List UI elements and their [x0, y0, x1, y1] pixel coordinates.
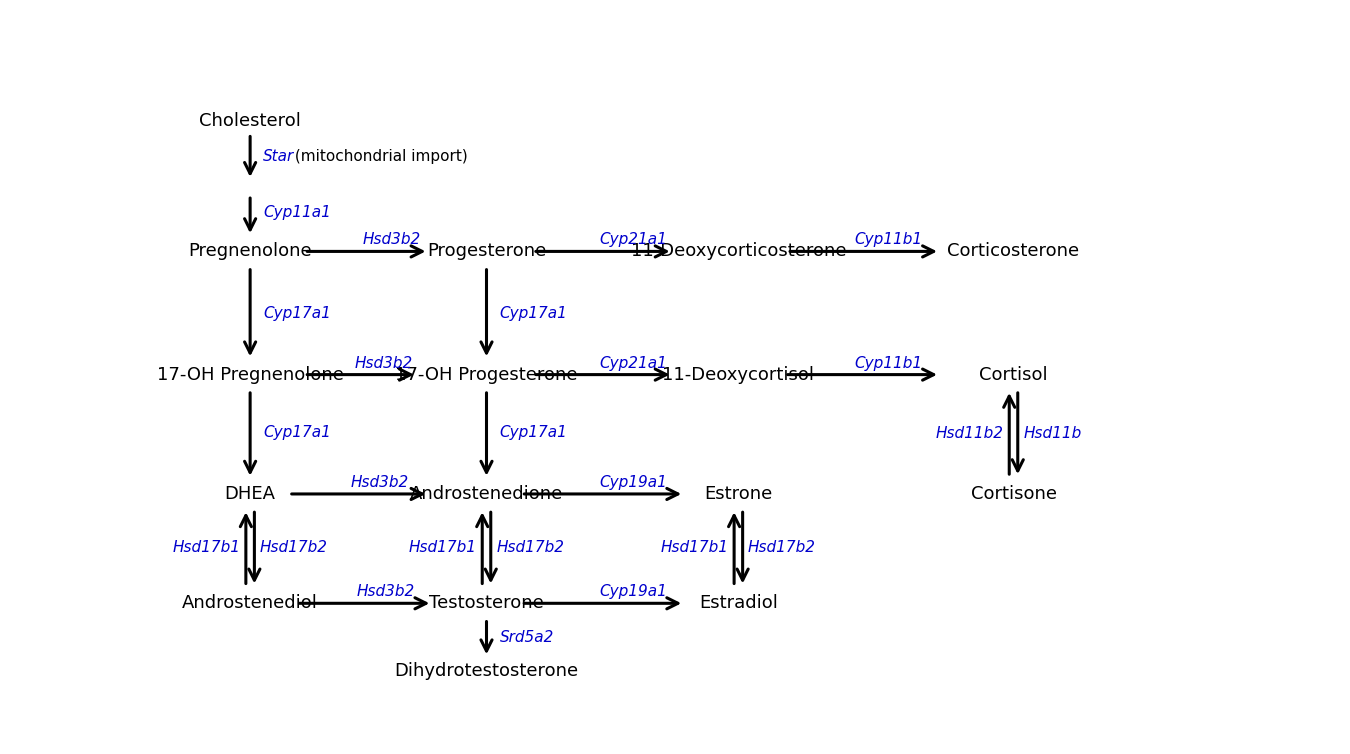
- Text: DHEA: DHEA: [224, 485, 275, 503]
- Text: Cyp17a1: Cyp17a1: [263, 425, 331, 440]
- Text: Srd5a2: Srd5a2: [500, 630, 554, 645]
- Text: Cyp11b1: Cyp11b1: [855, 232, 923, 247]
- Text: Hsd17b1: Hsd17b1: [173, 541, 240, 556]
- Text: Hsd17b1: Hsd17b1: [660, 541, 729, 556]
- Text: Cholesterol: Cholesterol: [200, 112, 301, 130]
- Text: Hsd3b2: Hsd3b2: [363, 232, 421, 247]
- Text: Cortisone: Cortisone: [971, 485, 1057, 503]
- Text: Hsd3b2: Hsd3b2: [356, 584, 414, 599]
- Text: Cyp11b1: Cyp11b1: [855, 356, 923, 370]
- Text: Estradiol: Estradiol: [699, 594, 778, 612]
- Text: Androstenedione: Androstenedione: [410, 485, 563, 503]
- Text: Hsd17b2: Hsd17b2: [497, 541, 564, 556]
- Text: Star: Star: [263, 149, 294, 164]
- Text: Cyp17a1: Cyp17a1: [500, 425, 567, 440]
- Text: Hsd11b: Hsd11b: [1023, 426, 1081, 441]
- Text: 11-Deoxycorticosterone: 11-Deoxycorticosterone: [630, 242, 846, 260]
- Text: Hsd17b2: Hsd17b2: [748, 541, 815, 556]
- Text: Pregnenolone: Pregnenolone: [188, 242, 312, 260]
- Text: Cortisol: Cortisol: [979, 366, 1048, 384]
- Text: Cyp19a1: Cyp19a1: [599, 475, 667, 490]
- Text: Hsd17b1: Hsd17b1: [409, 541, 477, 556]
- Text: Hsd11b2: Hsd11b2: [936, 426, 1004, 441]
- Text: Androstenediol: Androstenediol: [182, 594, 319, 612]
- Text: Hsd17b2: Hsd17b2: [259, 541, 328, 556]
- Text: Corticosterone: Corticosterone: [948, 242, 1080, 260]
- Text: Estrone: Estrone: [705, 485, 772, 503]
- Text: Cyp17a1: Cyp17a1: [263, 305, 331, 320]
- Text: Cyp11a1: Cyp11a1: [263, 205, 331, 220]
- Text: Cyp21a1: Cyp21a1: [599, 356, 667, 370]
- Text: Progesterone: Progesterone: [427, 242, 547, 260]
- Text: 11-Deoxycortisol: 11-Deoxycortisol: [663, 366, 814, 384]
- Text: Cyp17a1: Cyp17a1: [500, 305, 567, 320]
- Text: Testosterone: Testosterone: [429, 594, 544, 612]
- Text: Hsd3b2: Hsd3b2: [355, 356, 413, 370]
- Text: Cyp19a1: Cyp19a1: [599, 584, 667, 599]
- Text: Dihydrotestosterone: Dihydrotestosterone: [394, 662, 579, 680]
- Text: Hsd3b2: Hsd3b2: [351, 475, 409, 490]
- Text: 17-OH Progesterone: 17-OH Progesterone: [396, 366, 578, 384]
- Text: Cyp21a1: Cyp21a1: [599, 232, 667, 247]
- Text: 17-OH Pregnenolone: 17-OH Pregnenolone: [157, 366, 343, 384]
- Text: (mitochondrial import): (mitochondrial import): [290, 149, 468, 164]
